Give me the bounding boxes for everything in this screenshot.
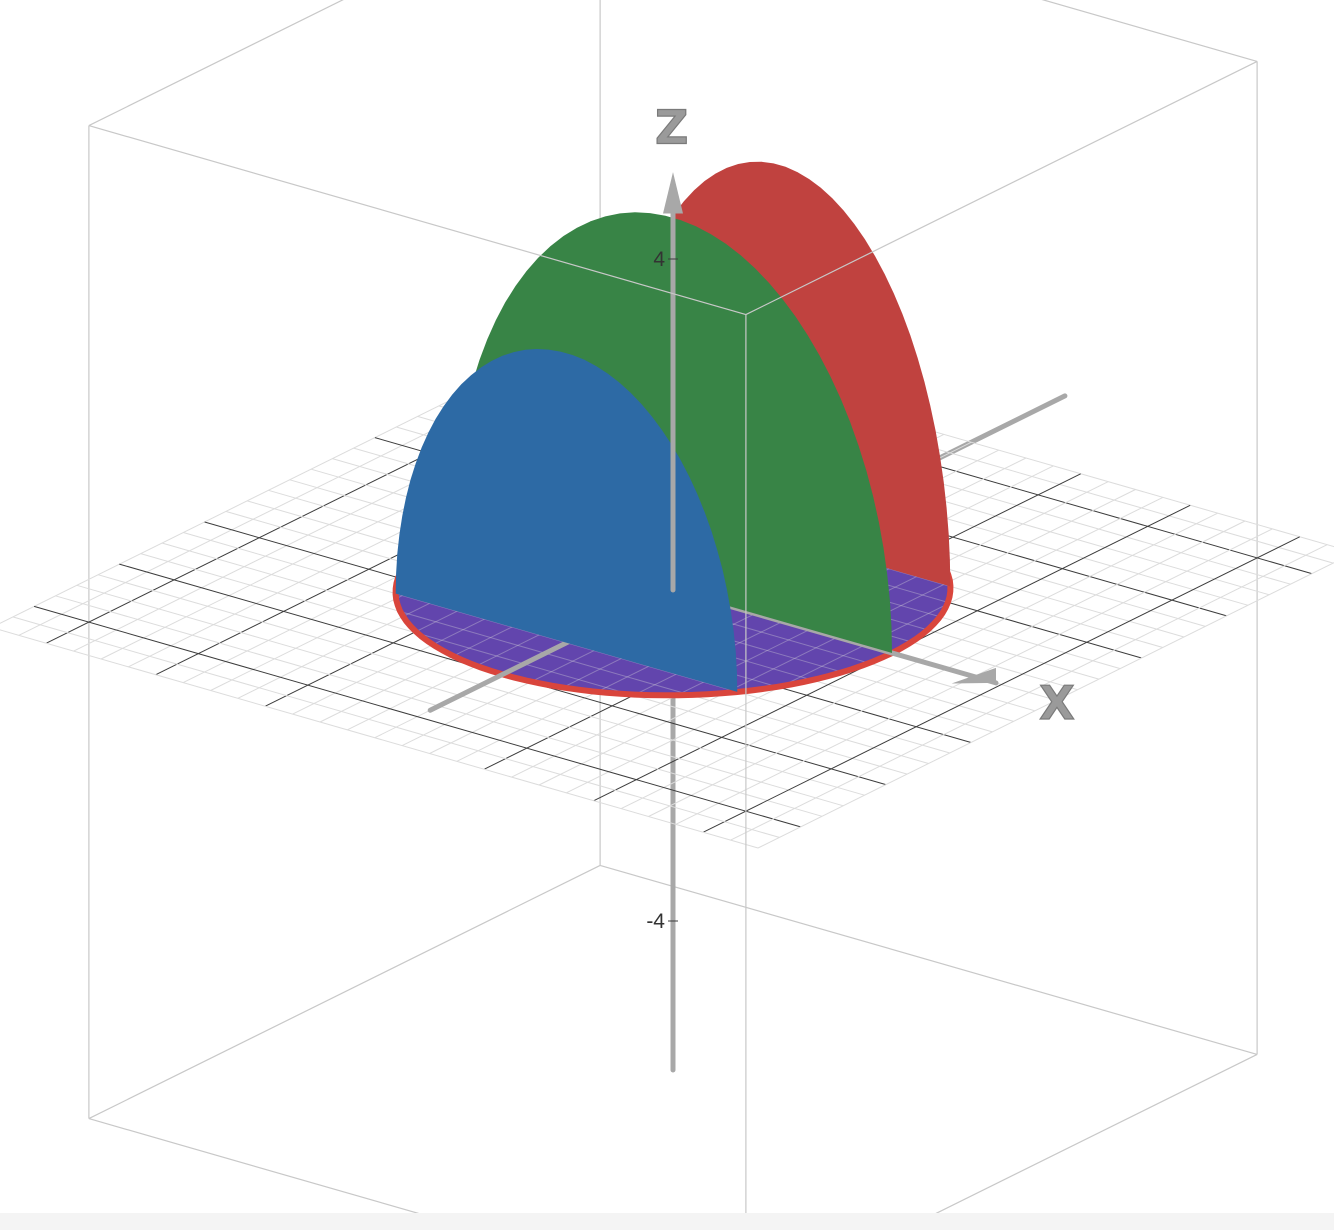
bounding-box-edge — [1041, 0, 1258, 62]
bottom-strip — [0, 1213, 1334, 1230]
bounding-box-edge — [88, 864, 601, 1120]
grid-line — [0, 629, 759, 849]
bounding-box-edge — [88, 0, 344, 127]
grid-line — [730, 544, 1328, 841]
z-tick-label-4: 4 — [653, 248, 665, 271]
cross-section-2 — [395, 349, 738, 692]
bounding-box-edge — [901, 1053, 1258, 1230]
axis-front-segments — [663, 172, 683, 922]
bounding-box-edge — [88, 125, 747, 316]
grid-line — [33, 605, 801, 828]
bounding-box-edge — [745, 60, 1258, 316]
grid-line — [12, 616, 780, 838]
bounding-box-front — [88, 60, 1258, 1230]
x-axis-label: X — [1039, 676, 1074, 730]
z-tick-label-minus-4: -4 — [646, 910, 665, 933]
bounding-box-edge — [599, 864, 1258, 1055]
grid-line — [757, 562, 1334, 849]
axis-labels: Z X 4 -4 — [646, 100, 1075, 933]
z-axis-label: Z — [655, 100, 688, 154]
z-axis-arrow — [663, 172, 683, 214]
x-axis-arrow — [951, 667, 996, 684]
grid-line — [703, 536, 1300, 833]
